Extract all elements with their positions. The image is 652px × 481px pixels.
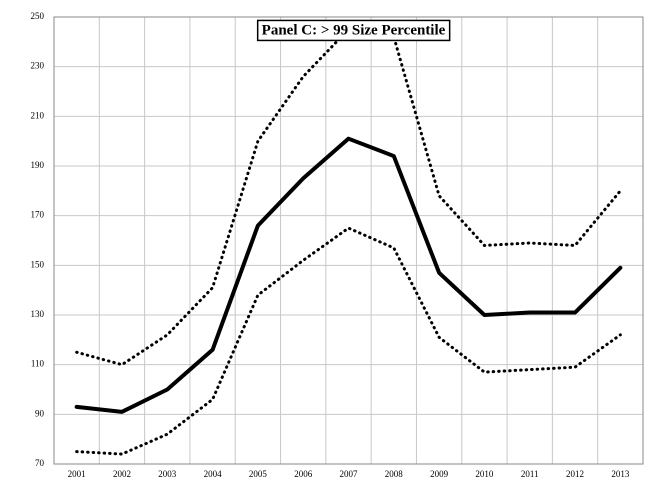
x-tick-label: 2004 — [204, 469, 223, 479]
chart-title: Panel C: > 99 Size Percentile — [262, 22, 446, 38]
plot-frame — [53, 16, 644, 465]
y-tick-label: 170 — [31, 210, 45, 220]
x-tick-label: 2010 — [475, 469, 494, 479]
series-line — [75, 226, 622, 456]
x-tick-label: 2011 — [521, 469, 539, 479]
y-tick-label: 90 — [35, 408, 45, 418]
x-tick-label: 2013 — [611, 469, 630, 479]
x-tick-label: 2012 — [566, 469, 584, 479]
y-tick-label: 150 — [31, 259, 45, 269]
x-tick-label: 2006 — [294, 469, 313, 479]
y-tick-label: 230 — [31, 61, 45, 71]
x-tick-label: 2001 — [68, 469, 86, 479]
y-tick-label: 130 — [31, 309, 45, 319]
y-tick-label: 110 — [31, 359, 45, 369]
series-line — [75, 27, 622, 367]
x-tick-label: 2008 — [385, 469, 404, 479]
x-tick-label: 2005 — [249, 469, 268, 479]
y-tick-label: 190 — [31, 160, 45, 170]
y-tick-label: 70 — [35, 458, 45, 468]
y-tick-label: 210 — [31, 110, 45, 120]
x-tick-label: 2007 — [340, 469, 359, 479]
title-box — [256, 19, 451, 42]
series-line — [74, 136, 623, 414]
x-tick-label: 2003 — [158, 469, 177, 479]
x-tick-label: 2002 — [113, 469, 131, 479]
x-tick-label: 2009 — [430, 469, 449, 479]
y-tick-label: 250 — [31, 11, 45, 21]
